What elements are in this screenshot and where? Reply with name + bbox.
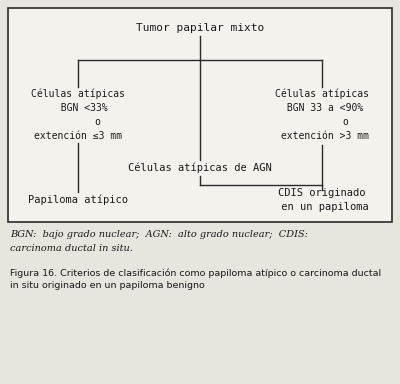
Text: Células atípicas
  BGN <33%
       o
extención ≤3 mm: Células atípicas BGN <33% o extención ≤3…: [31, 89, 125, 141]
Text: Células atípicas de AGN: Células atípicas de AGN: [128, 163, 272, 173]
Text: BGN:  bajo grado nuclear;  AGN:  alto grado nuclear;  CDIS:: BGN: bajo grado nuclear; AGN: alto grado…: [10, 230, 308, 239]
Text: Papiloma atípico: Papiloma atípico: [28, 195, 128, 205]
Text: Células atípicas
 BGN 33 a <90%
        o
 extención >3 mm: Células atípicas BGN 33 a <90% o extenci…: [275, 89, 369, 141]
Text: CDIS originado
 en un papiloma: CDIS originado en un papiloma: [275, 188, 369, 212]
Text: carcinoma ductal in situ.: carcinoma ductal in situ.: [10, 244, 133, 253]
Text: Tumor papilar mixto: Tumor papilar mixto: [136, 23, 264, 33]
Bar: [8, 8, 392, 222]
Text: Figura 16. Criterios de clasificación como papiloma atípico o carcinoma ductal
i: Figura 16. Criterios de clasificación co…: [10, 268, 381, 290]
